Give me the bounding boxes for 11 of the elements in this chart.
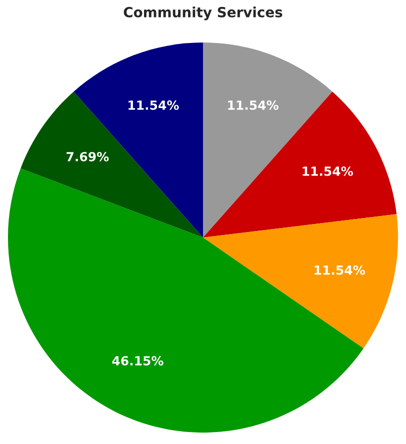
data-label: 46.15% — [112, 356, 164, 366]
pie-slice — [8, 168, 364, 433]
data-label: 11.54% — [302, 166, 353, 176]
pie-slice — [203, 214, 398, 348]
data-label: 11.54% — [228, 100, 278, 110]
pie-slice — [203, 92, 397, 238]
data-label: 7.69% — [66, 152, 109, 162]
chart-title: Community Services — [124, 6, 282, 20]
data-label: 11.54% — [314, 265, 365, 275]
pie-slice — [20, 92, 203, 238]
data-label: 11.54% — [128, 100, 179, 110]
